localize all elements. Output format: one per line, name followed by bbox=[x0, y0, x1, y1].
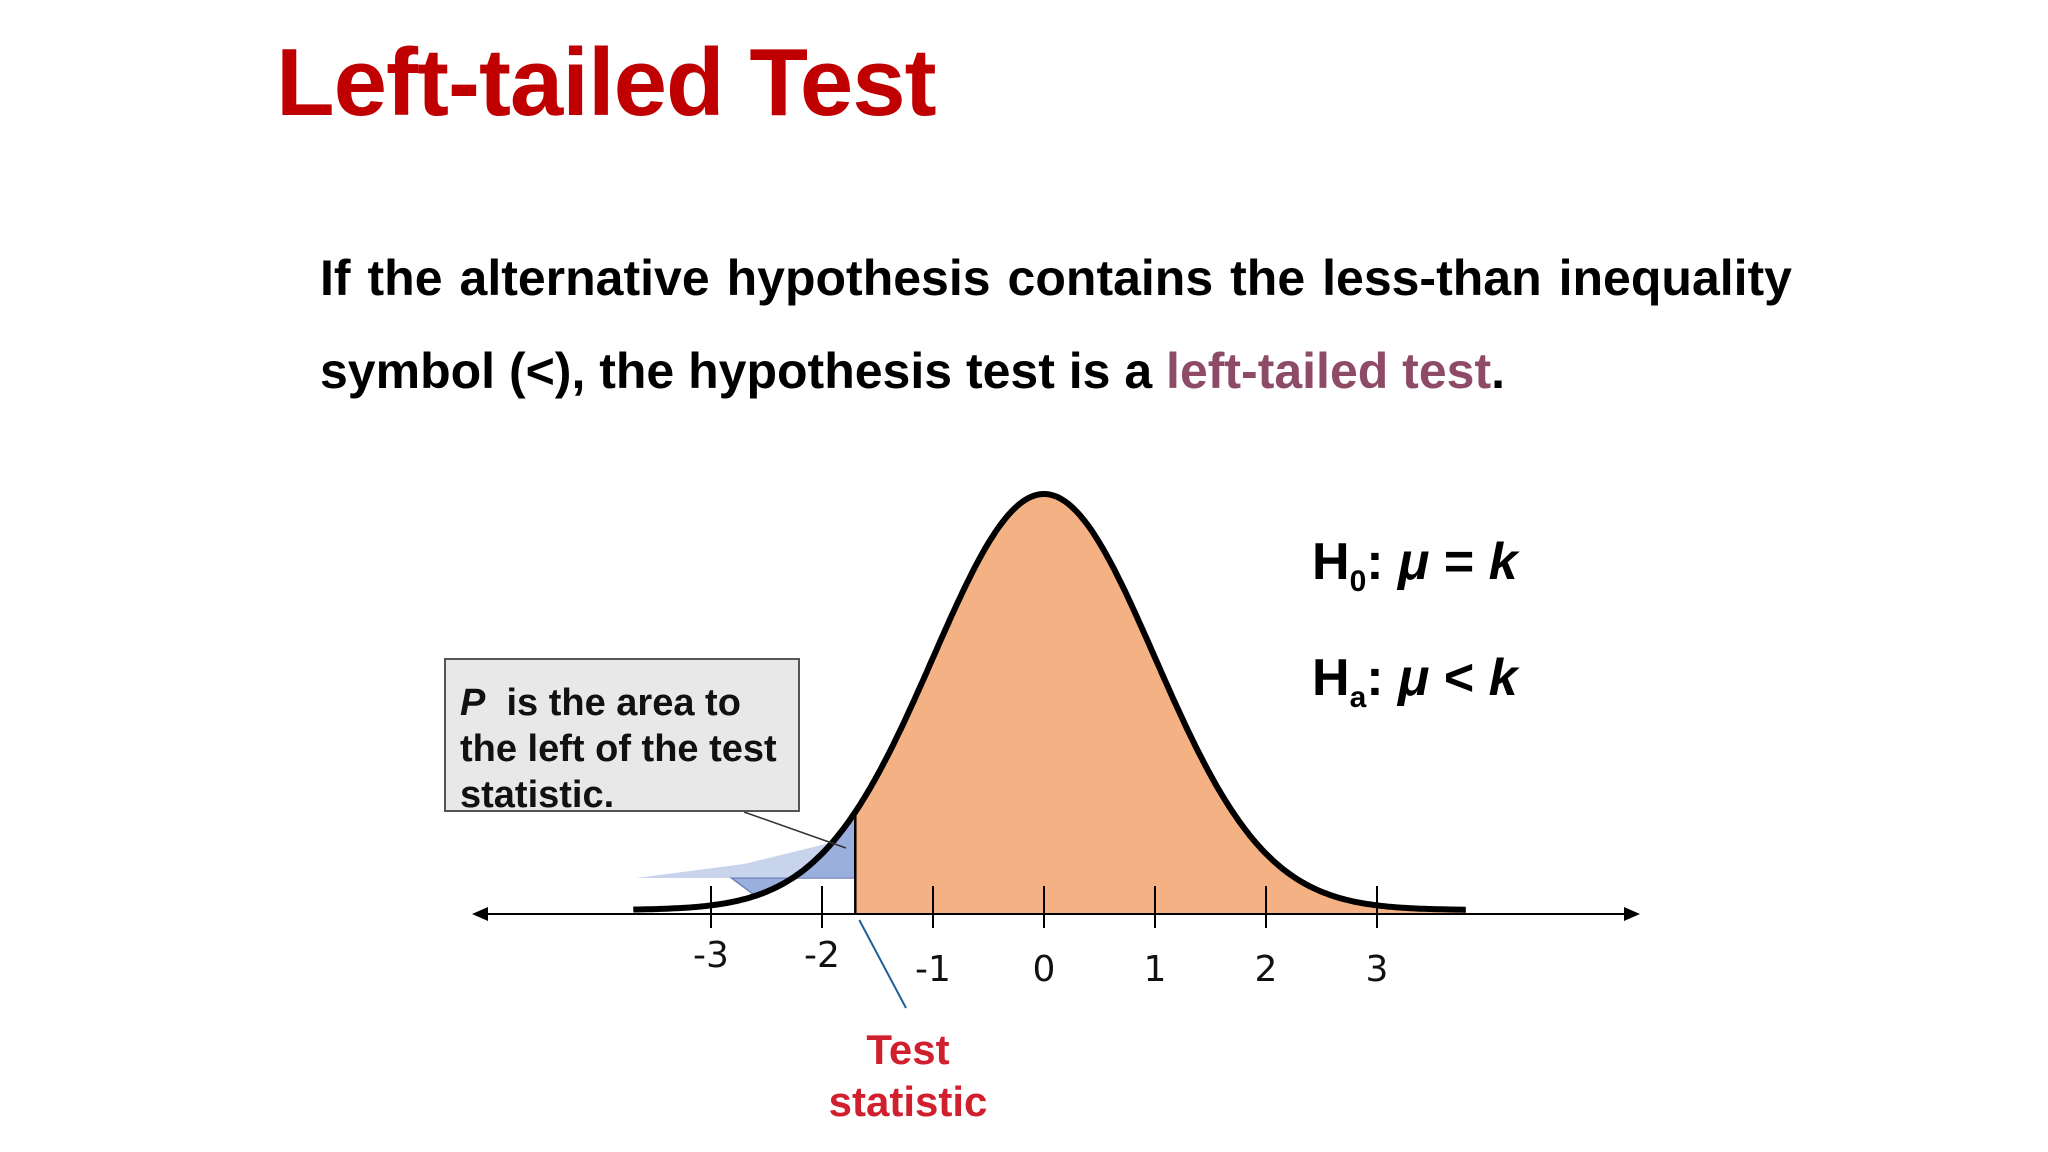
null-hypothesis-operator: = bbox=[1443, 533, 1475, 591]
alt-hypothesis-operator: < bbox=[1443, 649, 1475, 707]
null-hypothesis-mu: μ bbox=[1398, 533, 1430, 591]
axis-arrow-left bbox=[472, 907, 488, 921]
definition-text-main: If the alternative hypothesis contains t… bbox=[320, 250, 1792, 399]
axis-tick-label: 1 bbox=[1143, 949, 1167, 990]
callout-pointer-line bbox=[743, 811, 847, 849]
axis-tick-label: 3 bbox=[1365, 949, 1389, 990]
axis-tick-label: -3 bbox=[693, 935, 729, 976]
definition-text-period: . bbox=[1491, 343, 1506, 399]
alt-hypothesis-subscript: a bbox=[1349, 681, 1367, 714]
axis-tick-label: 2 bbox=[1254, 949, 1278, 990]
test-statistic-label-line1: Test bbox=[866, 1026, 950, 1073]
axis-tick-label: -2 bbox=[804, 935, 840, 976]
null-hypothesis: H0: μ = k bbox=[1312, 533, 1518, 597]
callout-p-symbol: P bbox=[460, 682, 486, 724]
alternative-hypothesis: Ha: μ < k bbox=[1312, 649, 1518, 713]
null-hypothesis-colon: : bbox=[1366, 533, 1384, 591]
alt-hypothesis-colon: : bbox=[1366, 649, 1384, 707]
callout-text: is the area to the left of the test stat… bbox=[460, 682, 777, 816]
definition-text: If the alternative hypothesis contains t… bbox=[320, 232, 1792, 418]
alt-hypothesis-mu: μ bbox=[1398, 649, 1430, 707]
test-statistic-label: Test statistic bbox=[829, 1024, 988, 1128]
axis-ticks bbox=[710, 886, 1378, 928]
bell-curve bbox=[632, 491, 1467, 913]
test-statistic-label-line2: statistic bbox=[828, 1078, 988, 1125]
alt-hypothesis-k: k bbox=[1488, 649, 1518, 707]
axis-tick-label: 0 bbox=[1032, 949, 1056, 990]
axis-tick-label: -1 bbox=[915, 949, 951, 990]
axis-arrow-right bbox=[1624, 907, 1640, 921]
null-hypothesis-letter: H bbox=[1312, 533, 1350, 591]
left-tailed-test-term: left-tailed test bbox=[1166, 343, 1492, 399]
test-statistic-leader-line bbox=[858, 919, 907, 1009]
alt-hypothesis-letter: H bbox=[1312, 649, 1350, 707]
p-value-callout: P is the area to the left of the test st… bbox=[444, 658, 800, 816]
slide-title: Left-tailed Test bbox=[276, 29, 937, 136]
null-hypothesis-k: k bbox=[1488, 533, 1518, 591]
callout-pointer-wedge bbox=[636, 838, 856, 878]
distribution-body-fill bbox=[855, 494, 1466, 914]
null-hypothesis-subscript: 0 bbox=[1349, 565, 1367, 598]
